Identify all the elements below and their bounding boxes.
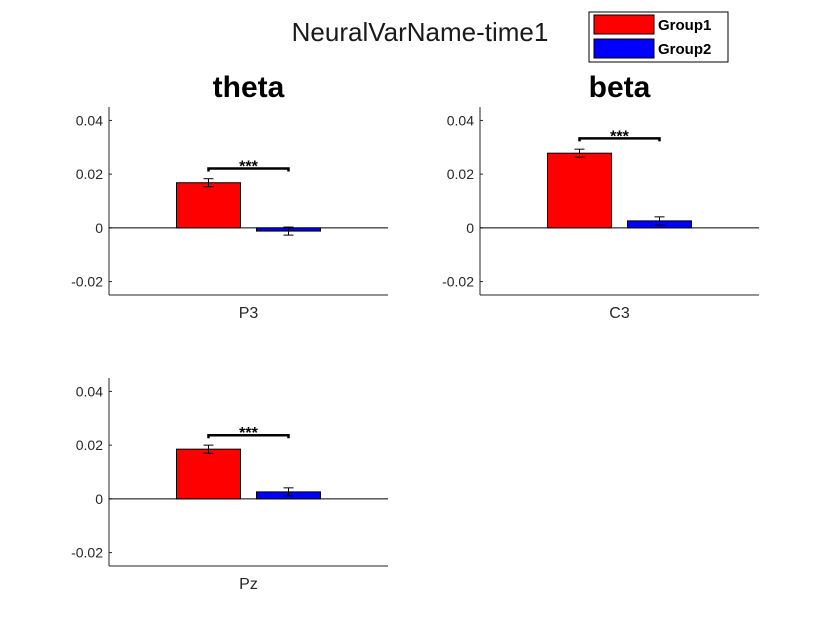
y-tick-label: 0	[95, 220, 103, 236]
significance-label: ***	[239, 159, 258, 176]
significance-label: ***	[610, 128, 629, 145]
legend: Group1 Group2	[588, 11, 729, 63]
y-tick-label: 0.04	[447, 112, 474, 128]
y-tick-label: -0.02	[71, 545, 103, 561]
subplot-panels: theta -0.02 0 0.02 0.04 *** P3 beta -0.02 0 0.02 0.…	[71, 71, 759, 593]
panel-title: beta	[589, 71, 651, 104]
legend-label-group1: Group1	[658, 17, 711, 34]
y-tick-label: 0.02	[76, 437, 103, 453]
significance-bracket	[207, 433, 290, 439]
bar-group1	[547, 152, 612, 229]
legend-swatch-group1	[593, 14, 655, 35]
x-category-label: Pz	[239, 576, 258, 593]
panel-2: beta -0.02 0 0.02 0.04 *** C3	[442, 71, 759, 322]
figure-title: NeuralVarName-time1	[292, 17, 549, 47]
y-tick-label: -0.02	[442, 274, 474, 290]
panel-3: -0.02 0 0.02 0.04 *** Pz	[71, 378, 388, 593]
y-tick-label: 0.04	[76, 383, 103, 399]
legend-label-group2: Group2	[658, 41, 711, 58]
y-tick-label: -0.02	[71, 274, 103, 290]
panel-title: theta	[213, 71, 285, 104]
x-category-label: C3	[609, 305, 630, 322]
y-tick-label: 0	[466, 220, 474, 236]
panel-1: theta -0.02 0 0.02 0.04 *** P3	[71, 71, 388, 322]
significance-label: ***	[239, 425, 258, 442]
legend-swatch-group2	[593, 38, 655, 59]
y-tick-label: 0.02	[76, 166, 103, 182]
significance-bracket	[578, 137, 661, 142]
x-category-label: P3	[239, 305, 259, 322]
y-tick-label: 0.04	[76, 112, 103, 128]
y-tick-label: 0.02	[447, 166, 474, 182]
y-tick-label: 0	[95, 491, 103, 507]
bar-group1	[176, 448, 241, 500]
bar-group1	[176, 182, 241, 229]
significance-bracket	[207, 167, 290, 172]
